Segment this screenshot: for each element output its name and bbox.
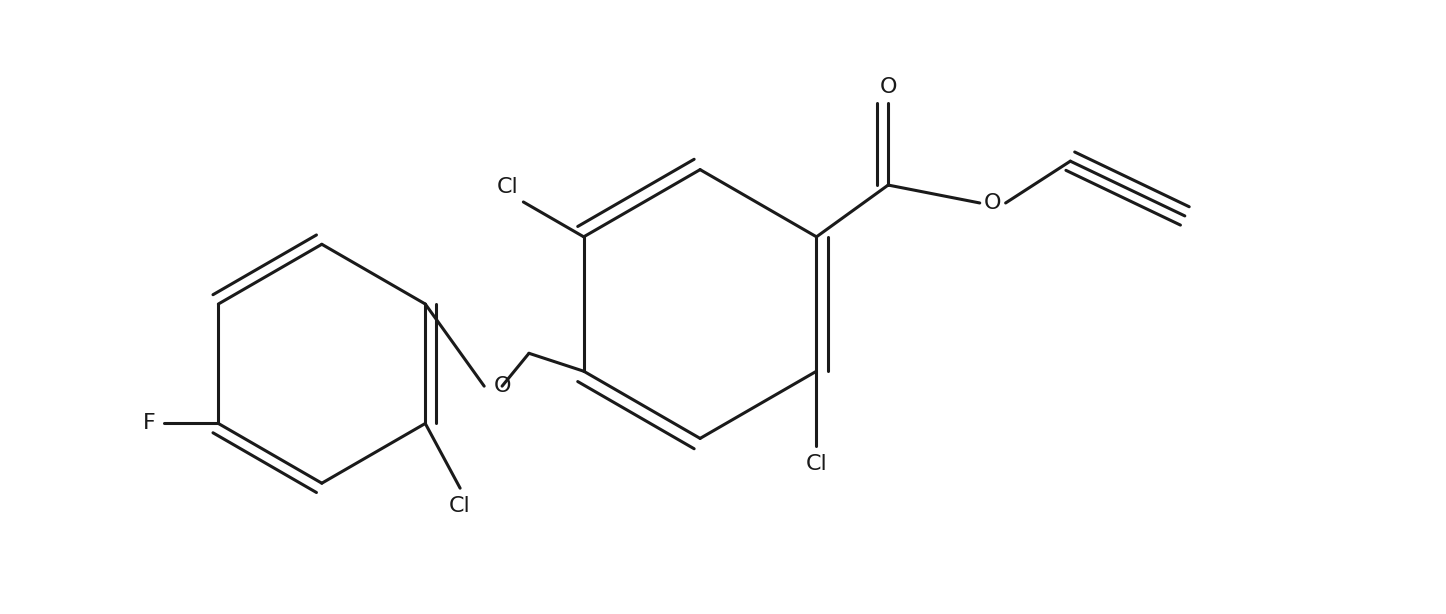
- Text: O: O: [879, 77, 897, 98]
- Text: O: O: [983, 193, 1002, 213]
- Text: O: O: [493, 376, 510, 396]
- Text: Cl: Cl: [450, 496, 471, 516]
- Text: F: F: [143, 413, 156, 433]
- Text: Cl: Cl: [496, 177, 519, 197]
- Text: Cl: Cl: [805, 454, 827, 474]
